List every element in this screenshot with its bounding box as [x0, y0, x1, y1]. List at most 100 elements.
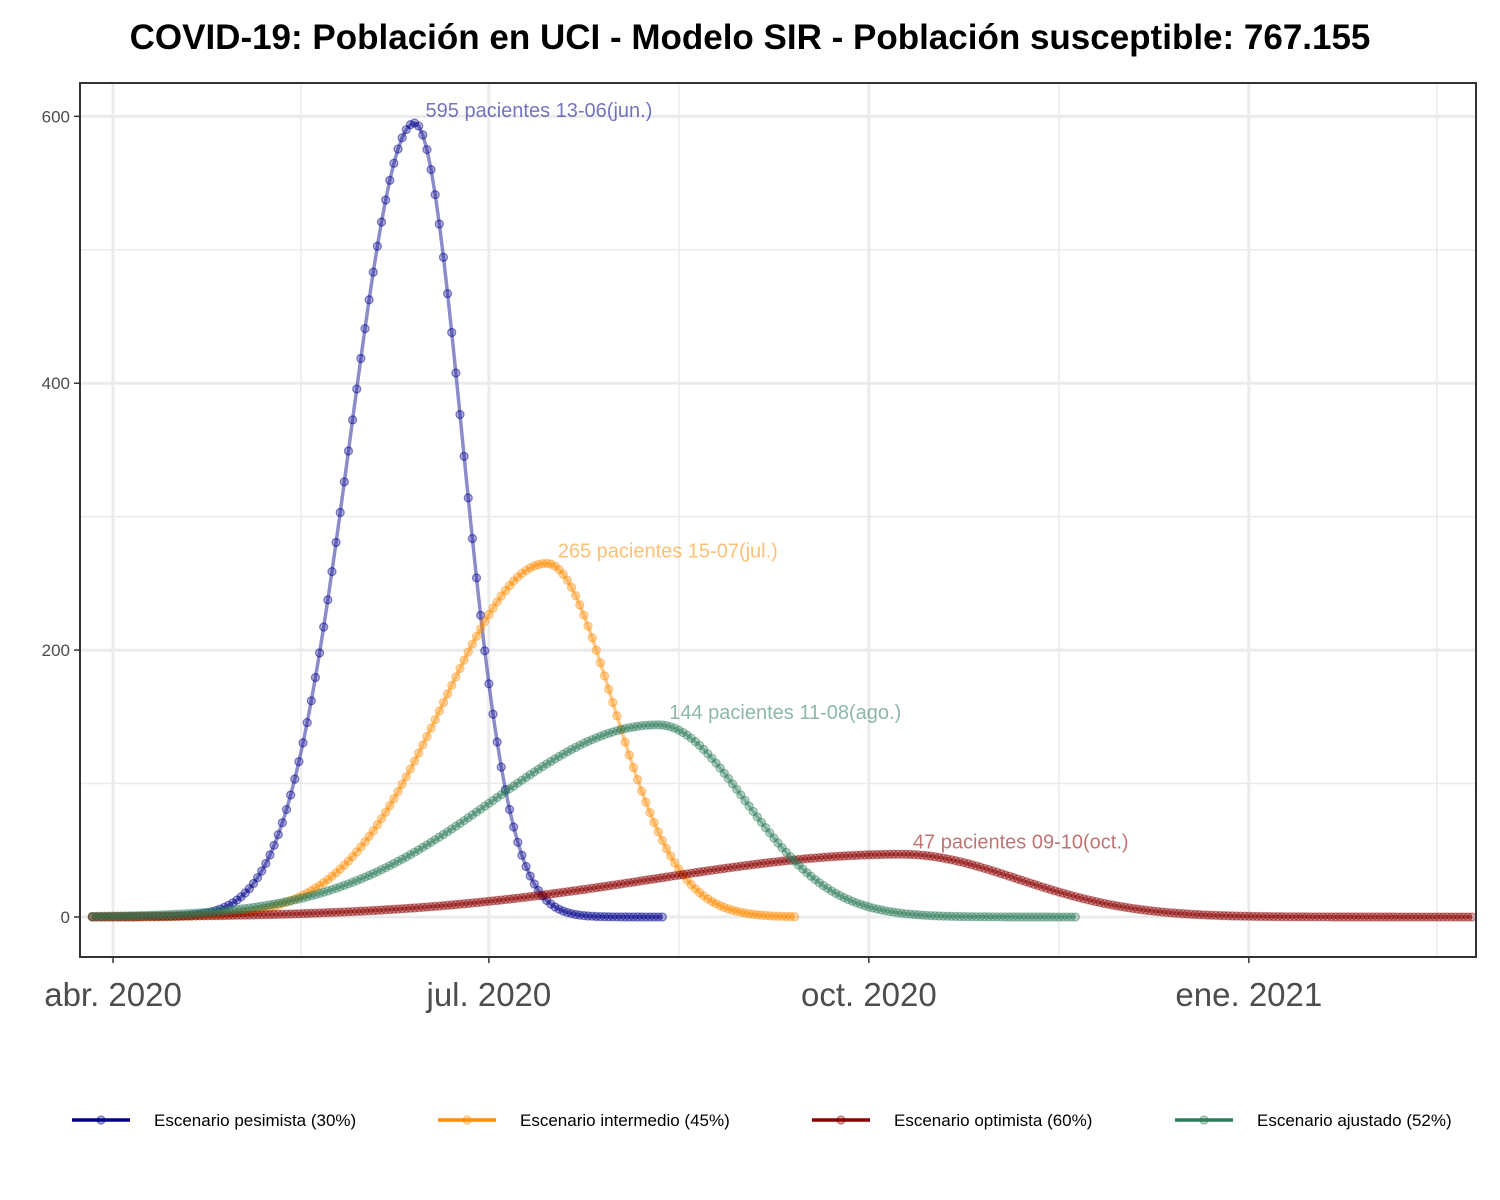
data-point — [950, 911, 961, 922]
data-point — [269, 909, 279, 920]
data-point — [240, 907, 250, 917]
data-point — [447, 824, 457, 834]
data-point — [273, 829, 283, 840]
data-point — [855, 850, 866, 860]
data-point — [257, 904, 267, 914]
data-point — [438, 900, 449, 911]
data-point — [736, 861, 746, 871]
data-point — [599, 671, 610, 681]
data-point — [467, 810, 478, 820]
data-point — [451, 821, 461, 831]
x-tick-label: jul. 2020 — [426, 976, 552, 1013]
data-point — [1041, 912, 1052, 922]
data-point — [385, 904, 395, 915]
data-point — [153, 912, 164, 922]
data-point — [339, 860, 349, 870]
data-point — [232, 908, 242, 918]
data-point — [612, 912, 622, 922]
data-point — [1033, 881, 1043, 891]
data-point — [566, 582, 577, 593]
data-point — [302, 892, 312, 902]
data-point — [480, 616, 490, 627]
data-point — [455, 663, 465, 674]
data-point — [1103, 899, 1114, 909]
data-point — [170, 911, 180, 922]
data-point — [484, 679, 494, 689]
data-point — [1025, 878, 1035, 888]
data-point — [310, 890, 321, 900]
data-point — [608, 727, 618, 737]
data-point — [1066, 912, 1076, 922]
data-point — [153, 912, 164, 922]
data-point — [579, 610, 589, 620]
data-point — [265, 909, 275, 920]
legend-label: Escenario optimista (60%) — [894, 1111, 1092, 1130]
data-point — [988, 866, 998, 876]
data-point — [422, 731, 432, 742]
data-point — [368, 267, 378, 277]
data-point — [190, 910, 201, 920]
data-point — [310, 883, 321, 893]
data-point — [352, 875, 362, 886]
data-point — [418, 740, 428, 750]
data-point — [1116, 901, 1126, 912]
data-point — [248, 906, 259, 916]
data-point — [529, 561, 539, 571]
data-point — [141, 912, 151, 922]
data-point — [1157, 907, 1167, 917]
data-point — [294, 909, 304, 919]
data-point — [141, 911, 151, 922]
data-point — [513, 572, 523, 582]
data-point — [418, 902, 428, 912]
data-point — [414, 845, 424, 855]
data-point — [897, 908, 907, 918]
data-point — [323, 886, 333, 896]
data-point — [715, 901, 725, 911]
data-point — [100, 912, 110, 922]
data-point — [347, 906, 358, 917]
data-point — [1169, 908, 1180, 918]
data-point — [653, 873, 663, 883]
data-point — [409, 756, 420, 766]
data-point — [331, 883, 341, 893]
data-point — [802, 854, 812, 864]
data-point — [1326, 912, 1337, 922]
data-point — [562, 907, 573, 918]
data-point — [116, 911, 126, 921]
data-point — [91, 912, 102, 922]
data-point — [372, 820, 383, 830]
data-point — [587, 911, 597, 921]
data-point — [1302, 912, 1312, 922]
data-point — [566, 744, 577, 755]
data-point — [880, 906, 891, 916]
data-point — [513, 893, 523, 903]
data-point — [182, 911, 193, 921]
peak-label: 144 pacientes 11-08(ago.) — [669, 702, 901, 724]
data-point — [314, 648, 325, 658]
data-point — [864, 902, 874, 912]
data-point — [190, 908, 201, 918]
data-point — [380, 195, 391, 205]
data-point — [112, 911, 122, 922]
data-point — [641, 797, 651, 807]
data-point — [236, 892, 246, 902]
data-point — [1029, 879, 1039, 889]
series-line — [92, 852, 1472, 919]
data-point — [504, 580, 515, 591]
data-point — [670, 871, 680, 881]
data-point — [959, 857, 969, 868]
data-point — [298, 738, 308, 748]
data-point — [963, 859, 973, 869]
data-point — [744, 801, 754, 811]
data-point — [794, 854, 804, 865]
data-point — [492, 792, 502, 803]
data-point — [674, 864, 684, 874]
data-point — [562, 887, 573, 897]
data-point — [389, 158, 399, 168]
data-point — [190, 911, 201, 921]
data-point — [727, 779, 738, 789]
data-point — [133, 912, 143, 922]
data-point — [1244, 911, 1254, 921]
data-point — [480, 646, 490, 656]
data-point — [186, 910, 197, 920]
